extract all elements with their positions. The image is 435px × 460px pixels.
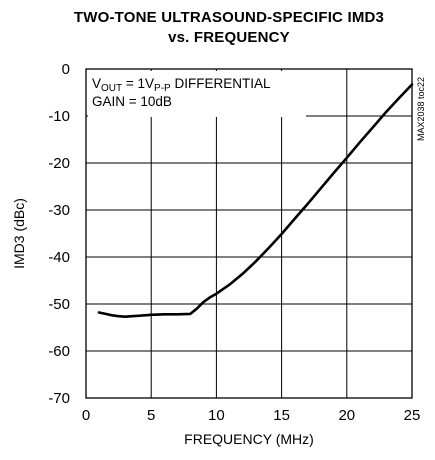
grid-lines <box>86 69 412 398</box>
imd3-series-line <box>97 83 414 318</box>
y-tick-labels: 0 -10 -20 -30 -40 -50 -60 -70 <box>48 61 70 407</box>
figure-code: MAX2038 toc22 <box>416 77 426 141</box>
x-axis-label: FREQUENCY (MHz) <box>184 431 314 447</box>
chart-title: TWO-TONE ULTRASOUND-SPECIFIC IMD3 <box>73 9 385 26</box>
x-tick-label: 25 <box>404 407 421 424</box>
x-tick-labels: 0 5 10 15 20 25 <box>82 407 421 424</box>
annotation-vout-sub: OUT <box>101 83 122 94</box>
x-tick-label: 0 <box>82 407 90 424</box>
annotation-vout-diff: DIFFERENTIAL <box>171 76 271 91</box>
y-tick-label: 0 <box>62 61 70 78</box>
annotation-vout-pp: P-P <box>154 83 171 94</box>
y-tick-label: -40 <box>48 249 70 266</box>
y-tick-label: -10 <box>48 108 70 125</box>
x-tick-label: 20 <box>338 407 355 424</box>
annotation-vout-v: V <box>92 76 101 91</box>
y-tick-label: -30 <box>48 202 70 219</box>
y-tick-label: -60 <box>48 343 70 360</box>
x-tick-label: 5 <box>147 407 155 424</box>
x-tick-label: 15 <box>273 407 290 424</box>
x-tick-label: 10 <box>208 407 225 424</box>
y-tick-label: -70 <box>48 390 70 407</box>
annotation-gain: GAIN = 10dB <box>92 94 172 109</box>
annotation-background <box>88 71 306 117</box>
y-tick-label: -20 <box>48 155 70 172</box>
chart-subtitle: vs. FREQUENCY <box>168 29 290 46</box>
plot-frame <box>85 68 413 399</box>
y-tick-label: -50 <box>48 296 70 313</box>
annotation-vout-mid: = 1V <box>122 76 154 91</box>
annotation-vout: VOUT = 1VP-P DIFFERENTIAL <box>92 76 271 94</box>
y-axis-label: IMD3 (dBc) <box>11 198 27 269</box>
